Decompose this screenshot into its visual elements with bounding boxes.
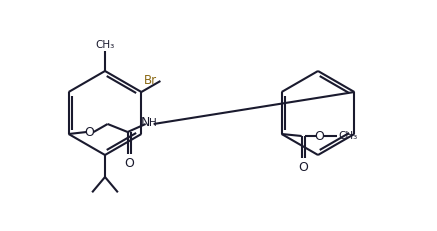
Text: CH₃: CH₃ xyxy=(339,131,358,141)
Text: Br: Br xyxy=(144,75,157,88)
Text: H: H xyxy=(149,118,156,128)
Text: O: O xyxy=(298,161,308,174)
Text: N: N xyxy=(141,116,150,130)
Text: O: O xyxy=(124,157,134,170)
Text: CH₃: CH₃ xyxy=(95,40,114,50)
Text: O: O xyxy=(315,130,325,143)
Text: O: O xyxy=(85,125,94,139)
